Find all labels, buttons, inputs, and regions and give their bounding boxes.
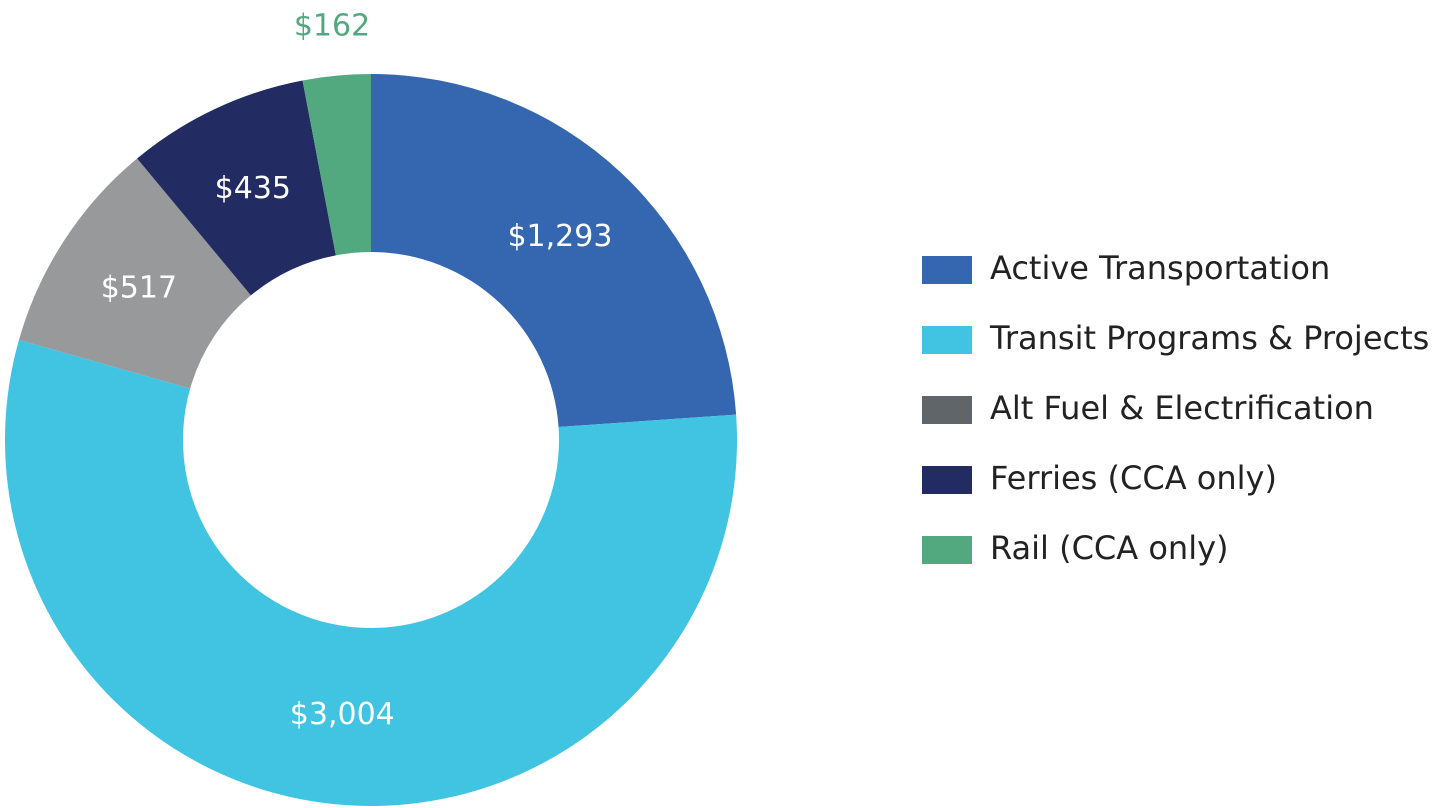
legend-swatch (922, 256, 972, 284)
value-label: $517 (101, 270, 177, 305)
legend-label: Rail (CCA only) (990, 529, 1229, 567)
legend-swatch (922, 536, 972, 564)
legend-label: Alt Fuel & Electrification (990, 389, 1374, 427)
legend-swatch (922, 466, 972, 494)
value-label: $1,293 (507, 219, 612, 254)
legend-swatch (922, 326, 972, 354)
value-label: $162 (294, 8, 370, 43)
slice (137, 80, 336, 296)
legend-swatch (922, 396, 972, 424)
legend-label: Transit Programs & Projects (989, 319, 1429, 357)
legend-label: Ferries (CCA only) (990, 459, 1277, 497)
value-label: $3,004 (290, 697, 395, 732)
slice (18, 158, 251, 389)
slice (5, 339, 738, 807)
legend-label: Active Transportation (990, 249, 1330, 287)
slice (302, 74, 371, 256)
value-label: $435 (215, 171, 291, 206)
slice (371, 74, 737, 427)
